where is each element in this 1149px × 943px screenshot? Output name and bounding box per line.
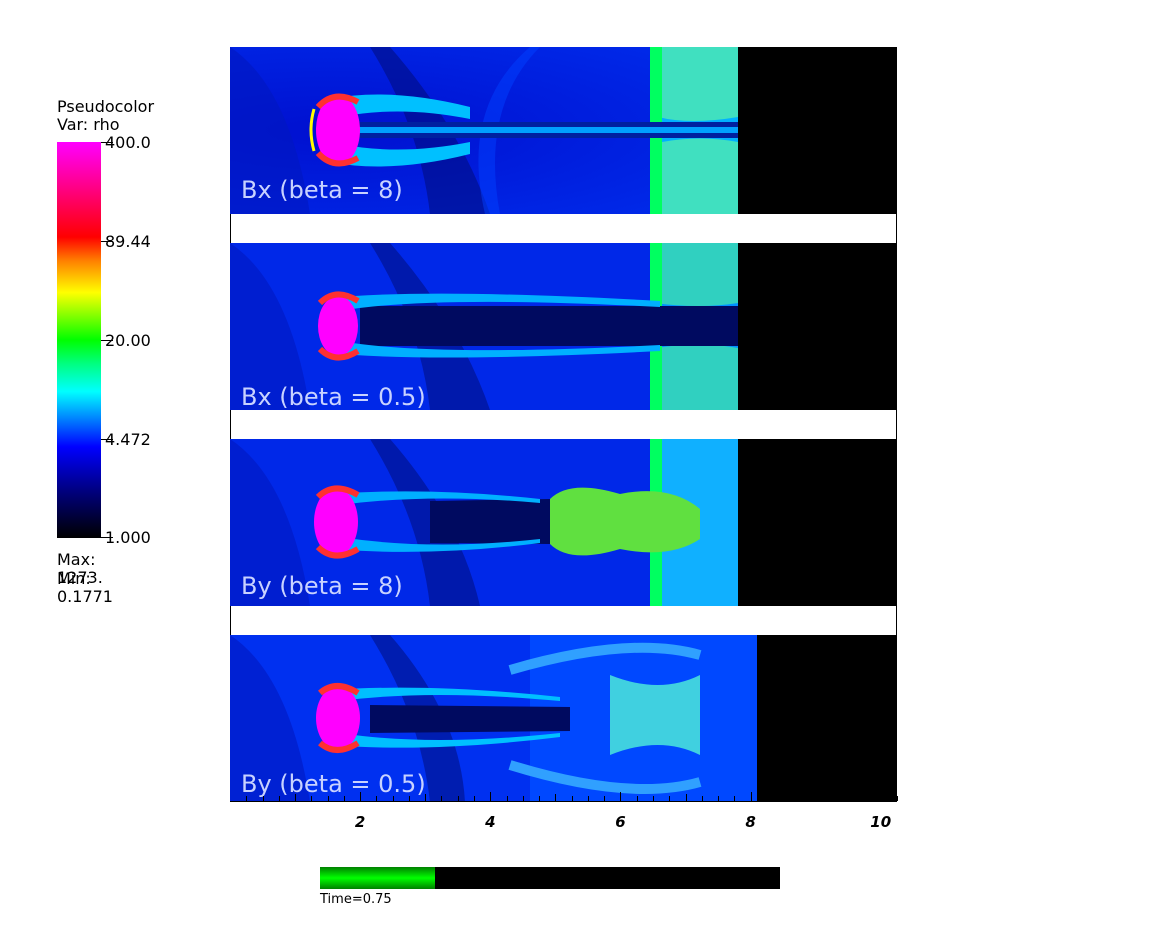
x-axis-tick	[815, 794, 817, 801]
x-axis-tick	[360, 792, 362, 801]
panel-separator	[230, 606, 897, 635]
density-field-2: Bx (beta = 0.5)	[230, 243, 897, 410]
x-axis-tick	[311, 796, 313, 801]
x-axis-tick	[425, 794, 427, 801]
x-axis-tick	[327, 796, 329, 801]
time-label: Time=0.75	[320, 892, 392, 907]
colorbar-tick-label: 89.44	[105, 232, 151, 251]
legend-title-var: Var: rho	[57, 115, 120, 134]
colorbar-tick	[101, 142, 113, 143]
x-axis-tick	[620, 792, 622, 801]
panel-label: Bx (beta = 8)	[241, 176, 403, 204]
x-axis-tick	[864, 796, 866, 801]
x-axis-tick	[831, 796, 833, 801]
x-axis-label: 10	[870, 813, 892, 831]
x-axis-tick	[571, 796, 573, 801]
simulation-panel-2: Bx (beta = 0.5)	[230, 243, 897, 410]
x-axis-label: 6	[615, 813, 626, 831]
colorbar-tick	[101, 340, 113, 341]
legend-max: Max: 1273.	[57, 550, 103, 587]
density-field-1: Bx (beta = 8)	[230, 47, 897, 214]
colorbar-tick-label: 400.0	[105, 133, 151, 152]
x-axis-tick	[539, 796, 541, 801]
x-axis-tick	[783, 796, 785, 801]
density-field-4: By (beta = 0.5)	[230, 635, 897, 802]
x-axis-tick	[506, 796, 508, 801]
x-axis-tick	[685, 794, 687, 801]
x-axis-tick	[669, 796, 671, 801]
colorbar-gradient	[57, 142, 101, 538]
x-axis-tick	[636, 796, 638, 801]
x-axis-tick	[457, 796, 459, 801]
legend-title-plot: Pseudocolor	[57, 97, 155, 116]
colorbar-tick	[101, 241, 113, 242]
x-axis-tick	[604, 796, 606, 801]
x-axis-tick	[750, 792, 752, 801]
x-axis-tick	[295, 794, 297, 801]
x-axis-tick	[555, 794, 557, 801]
x-axis-tick	[734, 796, 736, 801]
x-axis-tick	[441, 796, 443, 801]
x-axis-tick	[490, 792, 492, 801]
x-axis-tick	[262, 796, 264, 801]
panel-label: Bx (beta = 0.5)	[241, 383, 426, 410]
legend-min: Min: 0.1771	[57, 569, 113, 606]
x-axis-tick	[799, 796, 801, 801]
x-axis-tick	[766, 796, 768, 801]
panel-separator	[230, 410, 897, 439]
x-axis-tick	[652, 796, 654, 801]
simulation-panel-1: Bx (beta = 8)	[230, 47, 897, 214]
legend-title: Pseudocolor Var: rho	[57, 98, 154, 134]
x-axis-label: 2	[354, 813, 366, 831]
x-axis-tick	[522, 796, 524, 801]
colorbar-tick-label: 4.472	[105, 430, 151, 449]
x-axis-tick	[474, 796, 476, 801]
simulation-panel-4: By (beta = 0.5)	[230, 635, 897, 802]
panel-label: By (beta = 0.5)	[241, 770, 426, 798]
x-axis-label: 4	[485, 813, 496, 831]
x-axis-tick	[376, 796, 378, 801]
x-axis-tick	[343, 796, 345, 801]
time-progress-fill	[320, 867, 435, 889]
time-progress-bar	[320, 867, 780, 889]
x-axis-tick	[408, 796, 410, 801]
x-axis-tick	[278, 796, 280, 801]
density-field-3: By (beta = 8)	[230, 439, 897, 606]
x-axis-tick	[701, 796, 703, 801]
x-axis-tick	[848, 796, 850, 801]
x-axis-tick	[718, 796, 720, 801]
x-axis-label: 8	[745, 813, 756, 831]
panel-separator	[230, 214, 897, 243]
x-axis-tick	[880, 792, 882, 801]
colorbar-tick-label: 20.00	[105, 331, 151, 350]
x-axis-tick	[392, 796, 394, 801]
colorbar-tick	[101, 439, 113, 440]
x-axis-tick	[246, 796, 248, 801]
x-axis-tick	[897, 796, 898, 801]
simulation-panel-3: By (beta = 8)	[230, 439, 897, 606]
colorbar-tick	[101, 537, 113, 538]
x-axis-line	[230, 801, 897, 802]
panel-label: By (beta = 8)	[241, 572, 403, 600]
x-axis-tick	[587, 796, 589, 801]
colorbar-tick-label: 1.000	[105, 528, 151, 547]
